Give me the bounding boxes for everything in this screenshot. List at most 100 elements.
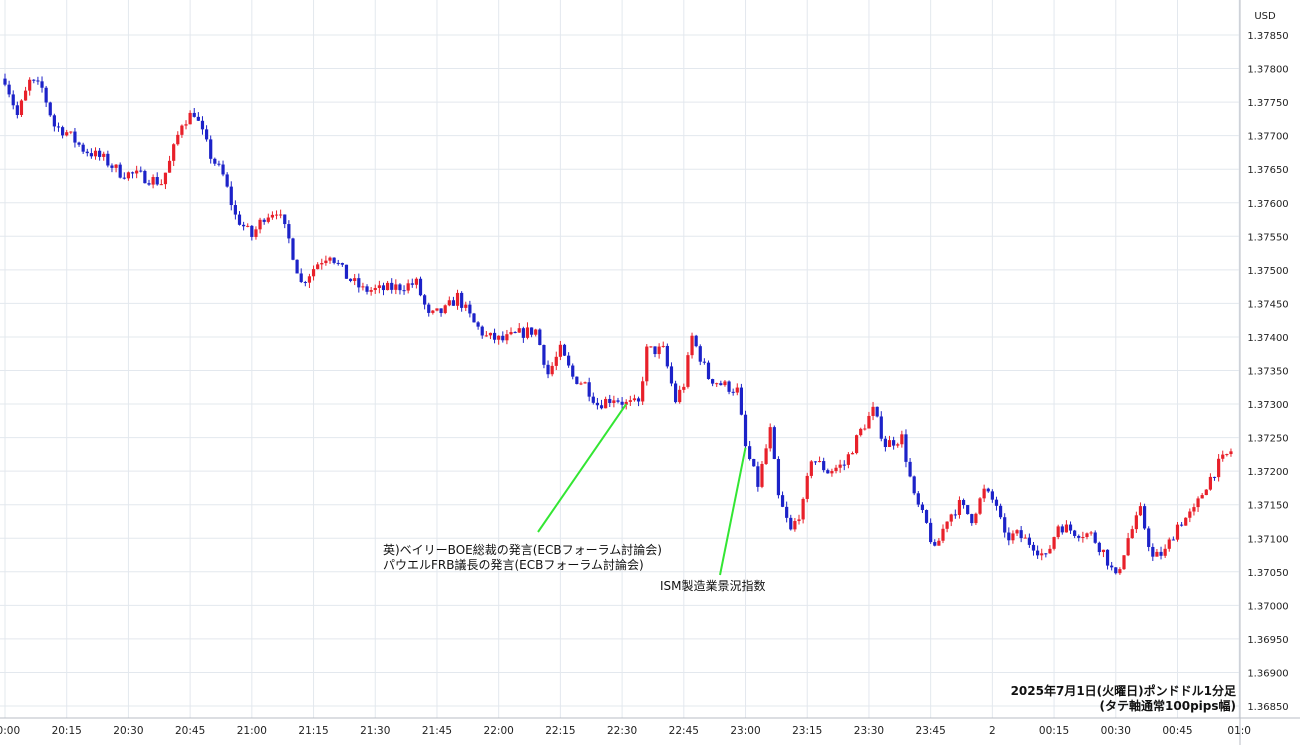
candle-down (77, 142, 81, 145)
candle-up (361, 286, 365, 288)
candle-down (122, 177, 126, 179)
candle-up (1138, 506, 1143, 516)
annotation-label-ism: ISM製造業景況指数 (660, 578, 766, 593)
candle-up (1023, 537, 1027, 539)
candle-up (957, 499, 962, 515)
price-tick-label: 1.37600 (1247, 199, 1288, 210)
time-tick-label: 20:30 (113, 725, 143, 737)
candle-down (340, 263, 344, 265)
candle-up (1101, 549, 1106, 553)
candle-up (102, 153, 106, 157)
candle-up (661, 345, 665, 347)
candle-down (929, 522, 933, 543)
candle-up (579, 383, 583, 385)
candle-down (1031, 544, 1036, 551)
candle-down (336, 262, 340, 264)
candle-down (822, 461, 826, 471)
candle-down (953, 514, 957, 516)
candle-up (838, 464, 842, 468)
candle-up (19, 100, 24, 116)
candle-down (410, 283, 414, 285)
time-tick-label: 21:30 (360, 725, 390, 737)
candle-down (196, 116, 200, 121)
candle-up (1040, 553, 1044, 556)
candle-up (1130, 529, 1134, 539)
candle-up (1217, 458, 1221, 478)
candle-down (56, 126, 61, 128)
candle-down (204, 129, 209, 140)
candle-down (217, 163, 221, 165)
time-tick-label: 01:0 (1227, 725, 1251, 737)
candle-up (488, 332, 493, 336)
candle-up (455, 292, 460, 306)
candle-down (706, 362, 711, 380)
candle-up (151, 177, 155, 185)
candle-down (970, 514, 974, 524)
candle-up (1167, 539, 1171, 549)
candle-up (311, 269, 316, 277)
candle-up (859, 428, 863, 436)
candle-down (591, 396, 595, 403)
candle-down (998, 505, 1003, 518)
candle-down (748, 446, 752, 460)
candle-up (188, 112, 192, 125)
candle-down (85, 151, 89, 154)
candle-down (546, 364, 550, 375)
candle-down (756, 466, 760, 487)
candle-down (139, 170, 143, 172)
candle-down (908, 461, 912, 477)
candle-up (678, 389, 682, 403)
candle-down (752, 459, 756, 467)
candle-up (1188, 511, 1192, 518)
candle-down (1019, 530, 1023, 539)
candle-down (513, 332, 517, 334)
candle-up (768, 427, 772, 449)
candle-down (81, 144, 85, 152)
candle-up (353, 278, 357, 281)
time-tick-label: 22:45 (669, 725, 699, 737)
candle-down (875, 406, 879, 417)
candle-down (106, 153, 110, 166)
candle-up (1204, 489, 1208, 496)
candle-up (270, 214, 275, 218)
candle-down (1159, 551, 1163, 556)
candle-down (595, 402, 600, 406)
candle-up (612, 400, 616, 403)
candle-down (636, 398, 641, 402)
candle-down (1105, 549, 1110, 566)
candle-down (575, 376, 579, 385)
candle-down (60, 127, 65, 136)
candle-down (110, 165, 114, 168)
candle-up (632, 398, 637, 401)
candle-down (562, 344, 567, 356)
candle-up (324, 260, 328, 264)
candle-up (69, 131, 73, 133)
candle-down (209, 139, 213, 159)
candle-up (641, 381, 645, 402)
candle-down (98, 150, 102, 157)
candle-up (974, 513, 978, 524)
candle-down (1147, 528, 1151, 547)
price-tick-label: 1.37000 (1247, 601, 1288, 612)
time-tick-label: 20:00 (0, 725, 20, 737)
candle-down (776, 458, 781, 496)
candle-up (484, 335, 488, 337)
candle-up (978, 498, 982, 514)
price-tick-label: 1.37450 (1247, 299, 1288, 310)
candle-down (423, 295, 427, 305)
time-tick-label: 23:45 (916, 725, 946, 737)
candle-down (287, 224, 291, 239)
candle-down (711, 379, 715, 384)
candle-down (920, 504, 925, 511)
candle-down (348, 278, 353, 281)
candle-down (1110, 565, 1114, 568)
candle-up (690, 335, 694, 356)
candle-up (1200, 495, 1204, 499)
candle-up (649, 346, 653, 348)
candle-down (743, 414, 748, 447)
candle-up (1011, 533, 1015, 541)
candle-down (567, 355, 571, 366)
candle-down (492, 332, 497, 340)
time-tick-label: 22:00 (484, 725, 514, 737)
candle-down (599, 405, 604, 409)
